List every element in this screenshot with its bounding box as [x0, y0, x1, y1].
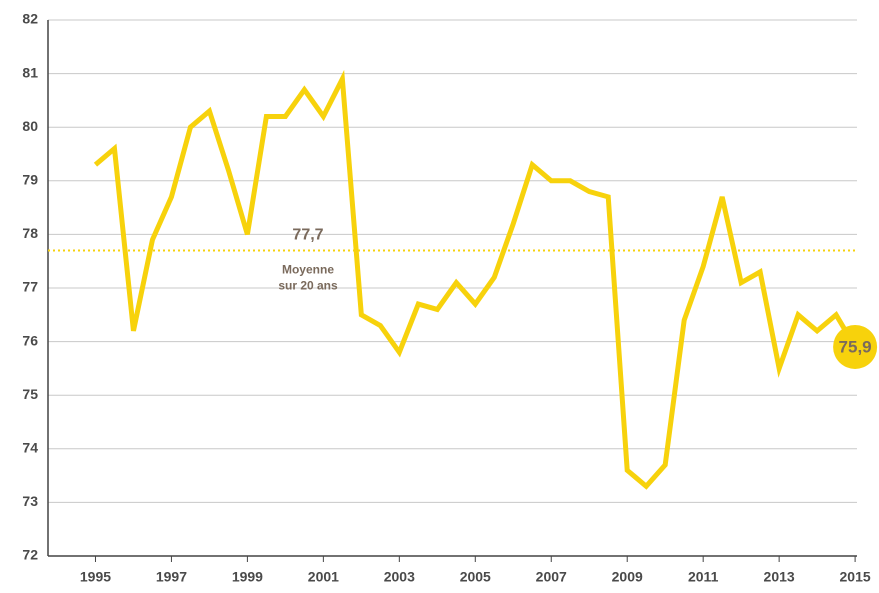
end-label: 75,9 [839, 337, 872, 356]
y-tick-label: 79 [22, 172, 38, 188]
y-tick-label: 74 [22, 440, 38, 456]
x-tick-label: 1997 [156, 569, 187, 585]
x-tick-label: 2011 [688, 569, 719, 585]
line [93, 69, 858, 490]
x-tick-label: 2005 [460, 569, 491, 585]
y-tick-label: 72 [22, 547, 38, 563]
x-tick-label: 2009 [612, 569, 643, 585]
y-tick-label: 81 [22, 64, 38, 80]
x-tick-label: 1999 [232, 569, 263, 585]
x-tick-label: 2001 [308, 569, 339, 585]
average-text: Moyenne [282, 263, 334, 277]
x-tick-label: 2015 [840, 569, 871, 585]
y-tick-label: 82 [22, 11, 38, 27]
end-marker [833, 324, 878, 369]
y-tick-label: 75 [22, 386, 38, 402]
y-tick-label: 73 [22, 493, 38, 509]
y-tick-label: 80 [22, 118, 38, 134]
x-tick-label: 1995 [80, 569, 111, 585]
y-tick-label: 77 [22, 279, 38, 295]
y-tick-label: 76 [22, 332, 38, 348]
y-tick-label: 78 [22, 225, 38, 241]
x-tick-label: 2013 [764, 569, 795, 585]
x-tick-label: 2007 [536, 569, 567, 585]
x-tick-label: 2003 [384, 569, 415, 585]
average-text: sur 20 ans [278, 279, 338, 293]
average-label: 77,7 [292, 227, 323, 244]
